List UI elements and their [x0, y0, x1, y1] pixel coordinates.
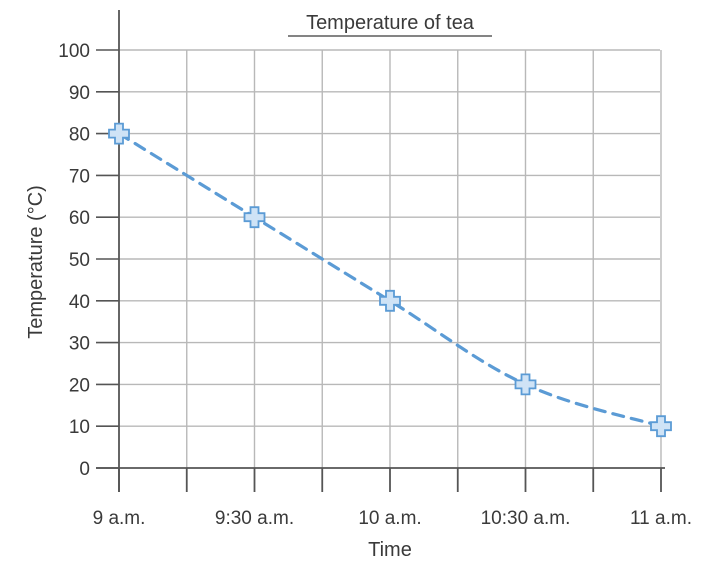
y-axis-label: Temperature (°C) — [25, 185, 47, 339]
x-tick-label: 10 a.m. — [358, 508, 421, 529]
data-point — [243, 206, 266, 229]
data-point — [108, 122, 130, 145]
y-tick-label: 90 — [69, 83, 90, 104]
series-line — [117, 132, 663, 428]
data-point — [379, 289, 401, 312]
y-tick-label: 70 — [69, 166, 90, 187]
y-tick-label: 30 — [69, 334, 90, 355]
axes — [96, 10, 665, 492]
labels: 0 10 20 30 40 50 60 70 80 90 100 9 a.m. 9:30 a.m. 10 … — [58, 41, 692, 529]
data-point — [650, 415, 672, 438]
y-tick-label: 50 — [69, 250, 90, 271]
y-tick-label: 60 — [69, 208, 90, 229]
y-tick-label: 80 — [69, 125, 90, 146]
x-tick-label: 9:30 a.m. — [215, 508, 294, 529]
y-tick-label: 100 — [58, 41, 90, 62]
y-tick-label: 10 — [69, 417, 90, 438]
y-tick-label: 0 — [79, 459, 90, 480]
x-tick-label: 11 a.m. — [630, 508, 692, 529]
series — [108, 122, 672, 438]
y-tick-label: 20 — [69, 375, 90, 396]
x-tick-label: 9 a.m. — [93, 508, 146, 529]
x-tick-label: 10:30 a.m. — [481, 508, 571, 529]
y-tick-label: 40 — [69, 292, 90, 313]
x-axis-label: Time — [368, 539, 412, 561]
data-point — [514, 373, 537, 396]
chart-title: Temperature of tea — [306, 12, 475, 34]
